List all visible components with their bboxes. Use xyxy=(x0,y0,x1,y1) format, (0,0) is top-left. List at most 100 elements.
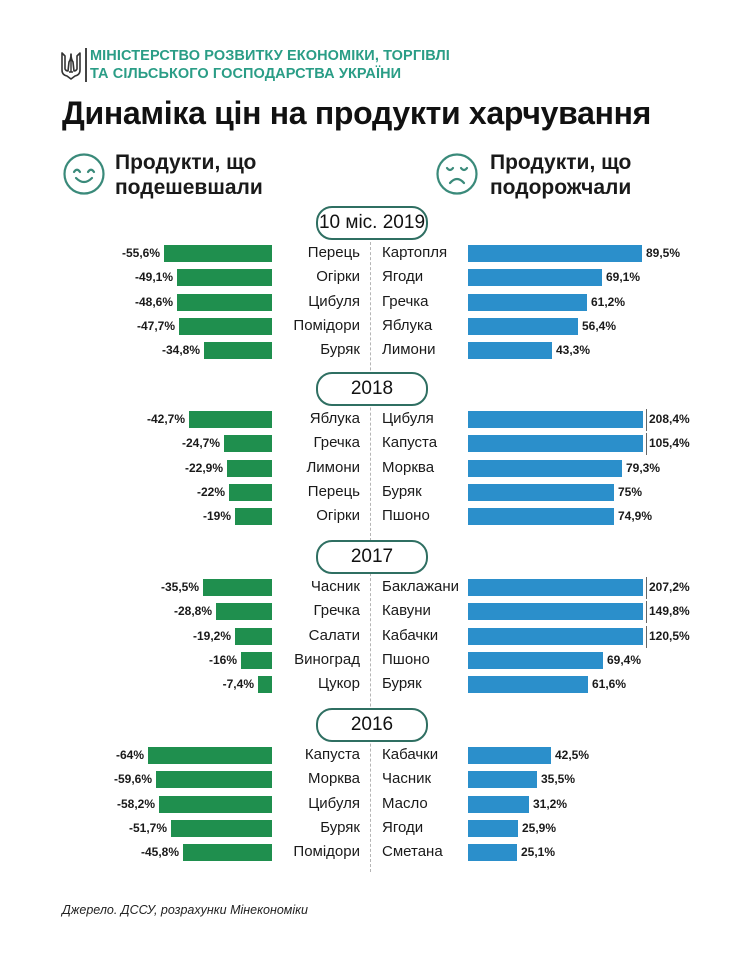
increase-bar xyxy=(468,318,578,335)
increase-product-name: Пшоно xyxy=(382,507,430,524)
increase-product-name: Часник xyxy=(382,770,432,787)
increase-bar xyxy=(468,460,622,477)
decrease-value-label: -19% xyxy=(202,509,231,523)
right-heading-line1: Продукти, що xyxy=(490,151,632,174)
decrease-bar xyxy=(177,294,272,311)
increase-bar xyxy=(468,269,602,286)
decrease-product-name: Помідори xyxy=(293,843,360,860)
increase-bar xyxy=(468,652,603,669)
increase-value-label: 56,4% xyxy=(582,319,617,333)
decrease-value-label: -16% xyxy=(208,653,237,667)
decrease-value-label: -47,7% xyxy=(136,319,175,333)
decrease-value-label: -59,6% xyxy=(113,772,152,786)
increase-product-name: Морква xyxy=(382,459,435,476)
decrease-value-label: -28,8% xyxy=(173,604,212,618)
decrease-product-name: Часник xyxy=(310,578,360,595)
decrease-value-label: -24,7% xyxy=(181,436,220,450)
ministry-name: МІНІСТЕРСТВО РОЗВИТКУ ЕКОНОМІКИ, ТОРГІВЛ… xyxy=(90,47,450,83)
increase-bar xyxy=(468,484,614,501)
increase-product-name: Яблука xyxy=(382,317,433,334)
decrease-value-label: -34,8% xyxy=(161,343,200,357)
increase-value-label: 208,4% xyxy=(649,412,690,426)
header-divider xyxy=(85,48,87,82)
ministry-name-line2: ТА СІЛЬСЬКОГО ГОСПОДАРСТВА УКРАЇНИ xyxy=(90,66,402,82)
period-badge: 10 міс. 2019 xyxy=(316,206,428,240)
increase-value-label: 61,2% xyxy=(591,295,626,309)
increase-product-name: Баклажани xyxy=(382,578,460,595)
decrease-bar xyxy=(203,579,272,596)
decrease-value-label: -48,6% xyxy=(134,295,173,309)
decrease-product-name: Лимони xyxy=(306,459,360,476)
decrease-bar xyxy=(177,269,272,286)
increase-bar xyxy=(468,747,551,764)
period-badge: 2017 xyxy=(316,540,428,574)
increase-bar xyxy=(468,411,643,428)
increase-value-label: 25,9% xyxy=(522,821,557,835)
decrease-value-label: -7,4% xyxy=(222,677,254,691)
decrease-bar xyxy=(235,508,272,525)
decrease-bar xyxy=(156,771,272,788)
increase-product-name: Ягоди xyxy=(382,268,424,285)
decrease-bar xyxy=(216,603,272,620)
axis-break-mark xyxy=(646,433,647,455)
decrease-product-name: Виноград xyxy=(294,651,360,668)
increase-product-name: Кавуни xyxy=(382,602,431,619)
increase-product-name: Буряк xyxy=(382,483,422,500)
increase-product-name: Гречка xyxy=(382,293,429,310)
increase-value-label: 61,6% xyxy=(592,677,627,691)
axis-break-mark xyxy=(646,409,647,431)
decrease-bar xyxy=(224,435,272,452)
increase-product-name: Буряк xyxy=(382,675,422,692)
period-label: 2017 xyxy=(350,546,394,567)
right-column-heading: Продукти, що подорожчали xyxy=(490,150,631,200)
decrease-value-label: -45,8% xyxy=(140,845,179,859)
decrease-bar xyxy=(189,411,272,428)
increase-product-name: Капуста xyxy=(382,434,438,451)
increase-bar xyxy=(468,245,642,262)
axis-break-mark xyxy=(646,626,647,648)
decrease-product-name: Гречка xyxy=(313,602,360,619)
increase-value-label: 31,2% xyxy=(533,797,568,811)
right-heading-line2: подорожчали xyxy=(490,176,632,199)
decrease-value-label: -58,2% xyxy=(116,797,155,811)
increase-bar xyxy=(468,820,518,837)
increase-product-name: Масло xyxy=(382,795,428,812)
increase-bar xyxy=(468,435,643,452)
decrease-product-name: Буряк xyxy=(320,819,360,836)
decrease-bar xyxy=(227,460,272,477)
decrease-product-name: Цукор xyxy=(317,675,360,692)
source-note: Джерело. ДССУ, розрахунки Мінекономіки xyxy=(62,903,308,917)
decrease-product-name: Перець xyxy=(307,483,360,500)
increase-bar xyxy=(468,603,643,620)
increase-product-name: Пшоно xyxy=(382,651,430,668)
decrease-product-name: Яблука xyxy=(309,410,360,427)
increase-bar xyxy=(468,796,529,813)
increase-value-label: 207,2% xyxy=(649,580,690,594)
decrease-bar xyxy=(204,342,272,359)
decrease-product-name: Помідори xyxy=(293,317,360,334)
axis-break-mark xyxy=(646,601,647,623)
increase-value-label: 89,5% xyxy=(646,246,681,260)
increase-value-label: 79,3% xyxy=(626,461,661,475)
decrease-bar xyxy=(171,820,272,837)
decrease-value-label: -55,6% xyxy=(121,246,160,260)
decrease-product-name: Салати xyxy=(308,627,360,644)
axis-break-mark xyxy=(646,577,647,599)
left-heading-line1: Продукти, що xyxy=(115,151,257,174)
increase-bar xyxy=(468,342,552,359)
decrease-product-name: Цибуля xyxy=(308,293,360,310)
increase-bar xyxy=(468,294,587,311)
decrease-bar xyxy=(241,652,272,669)
increase-value-label: 25,1% xyxy=(521,845,556,859)
decrease-bar xyxy=(229,484,272,501)
decrease-bar xyxy=(164,245,272,262)
decrease-bar xyxy=(183,844,272,861)
increase-value-label: 120,5% xyxy=(649,629,690,643)
increase-product-name: Картопля xyxy=(382,244,448,261)
increase-product-name: Ягоди xyxy=(382,819,424,836)
page-title: Динаміка цін на продукти харчування xyxy=(62,95,652,131)
smiling-face-icon xyxy=(63,153,105,195)
increase-value-label: 74,9% xyxy=(618,509,653,523)
increase-bar xyxy=(468,771,537,788)
increase-product-name: Цибуля xyxy=(382,410,434,427)
